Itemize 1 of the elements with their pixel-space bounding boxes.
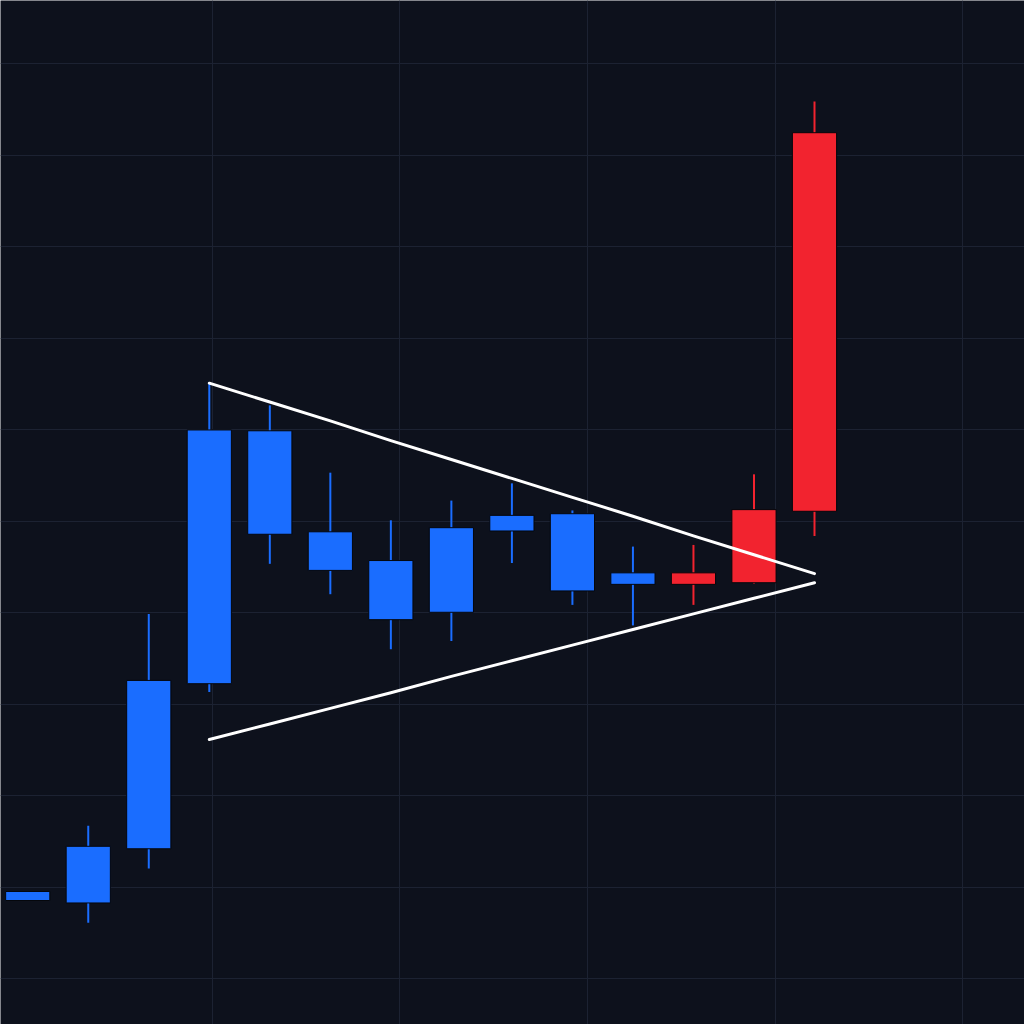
candlestick xyxy=(670,543,717,606)
